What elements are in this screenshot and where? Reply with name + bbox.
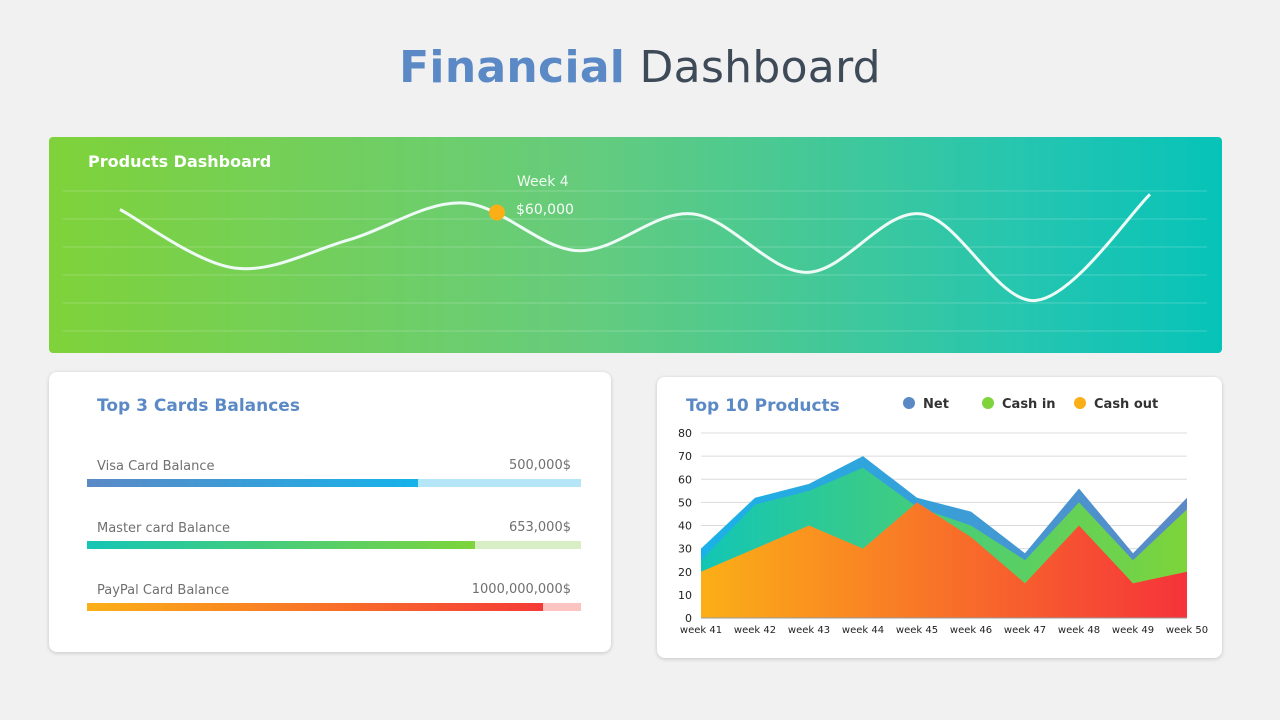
legend-dot-cash-out [1074,397,1086,409]
products-dashboard-panel: Products Dashboard Week 4 $60,000 [49,137,1222,353]
legend-label-net: Net [923,397,949,412]
balance-row-paypal: PayPal Card Balance 1000,000,000$ [87,582,581,617]
balance-label: Visa Card Balance [97,459,215,474]
legend-label-cash-in: Cash in [1002,397,1056,412]
balance-label: Master card Balance [97,521,230,536]
area-cash-out [701,502,1187,618]
x-tick-label: week 47 [1004,625,1046,636]
page-title-accent: Financial [399,42,626,93]
legend-dot-cash-in [982,397,994,409]
balance-track [87,479,581,487]
products-highlight-point[interactable] [489,204,505,221]
legend-item-cash-in: Cash in [982,397,1056,412]
y-tick-label: 60 [678,473,692,486]
legend-item-cash-out: Cash out [1074,397,1158,412]
y-tick-label: 0 [685,612,692,625]
balance-value: 1000,000,000$ [471,582,571,597]
x-tick-label: week 44 [842,625,884,636]
legend-label-cash-out: Cash out [1094,397,1159,412]
balance-value: 653,000$ [508,520,571,535]
page-title-rest: Dashboard [639,42,881,93]
y-tick-label: 80 [678,427,692,440]
legend-item-net: Net [903,397,949,412]
balance-track [87,603,581,611]
x-tick-label: week 50 [1166,625,1208,636]
tooltip-value-label: $60,000 [516,202,574,218]
balance-fill [87,479,418,487]
page-title: Financial Dashboard [0,42,1280,93]
x-tick-label: week 49 [1112,625,1154,636]
x-tick-label: week 45 [896,625,938,636]
x-tick-label: week 48 [1058,625,1100,636]
y-tick-label: 30 [678,543,692,556]
balance-row-visa: Visa Card Balance 500,000$ [87,458,581,493]
balance-fill [87,603,543,611]
legend-dot-net [903,397,915,409]
y-tick-label: 50 [678,496,692,509]
cards-balances-title: Top 3 Cards Balances [97,396,300,416]
y-tick-label: 20 [678,566,692,579]
x-tick-label: week 43 [788,625,830,636]
products-dashboard-title: Products Dashboard [88,152,272,171]
x-tick-label: week 46 [950,625,992,636]
balance-value: 500,000$ [508,458,571,473]
top-products-title: Top 10 Products [686,396,840,416]
balance-track [87,541,581,549]
cards-balances-card: Top 3 Cards Balances Visa Card Balance 5… [49,372,611,652]
y-tick-label: 70 [678,450,692,463]
balance-row-mastercard: Master card Balance 653,000$ [87,520,581,555]
products-line-chart [63,190,1207,332]
y-tick-label: 10 [678,589,692,602]
balance-label: PayPal Card Balance [97,583,230,598]
top-products-area-chart: 0 10 20 30 40 50 60 70 80 week 41 week 42 week 43 we… [678,427,1208,636]
balance-fill [87,541,475,549]
x-tick-label: week 42 [734,625,776,636]
x-tick-label: week 41 [680,625,722,636]
products-line [119,193,1152,303]
y-tick-label: 40 [678,520,692,533]
top-products-card: 0 10 20 30 40 50 60 70 80 week 41 week 42 week 43 we… [657,377,1222,658]
products-grid [63,190,1207,332]
tooltip-week-label: Week 4 [517,174,569,190]
